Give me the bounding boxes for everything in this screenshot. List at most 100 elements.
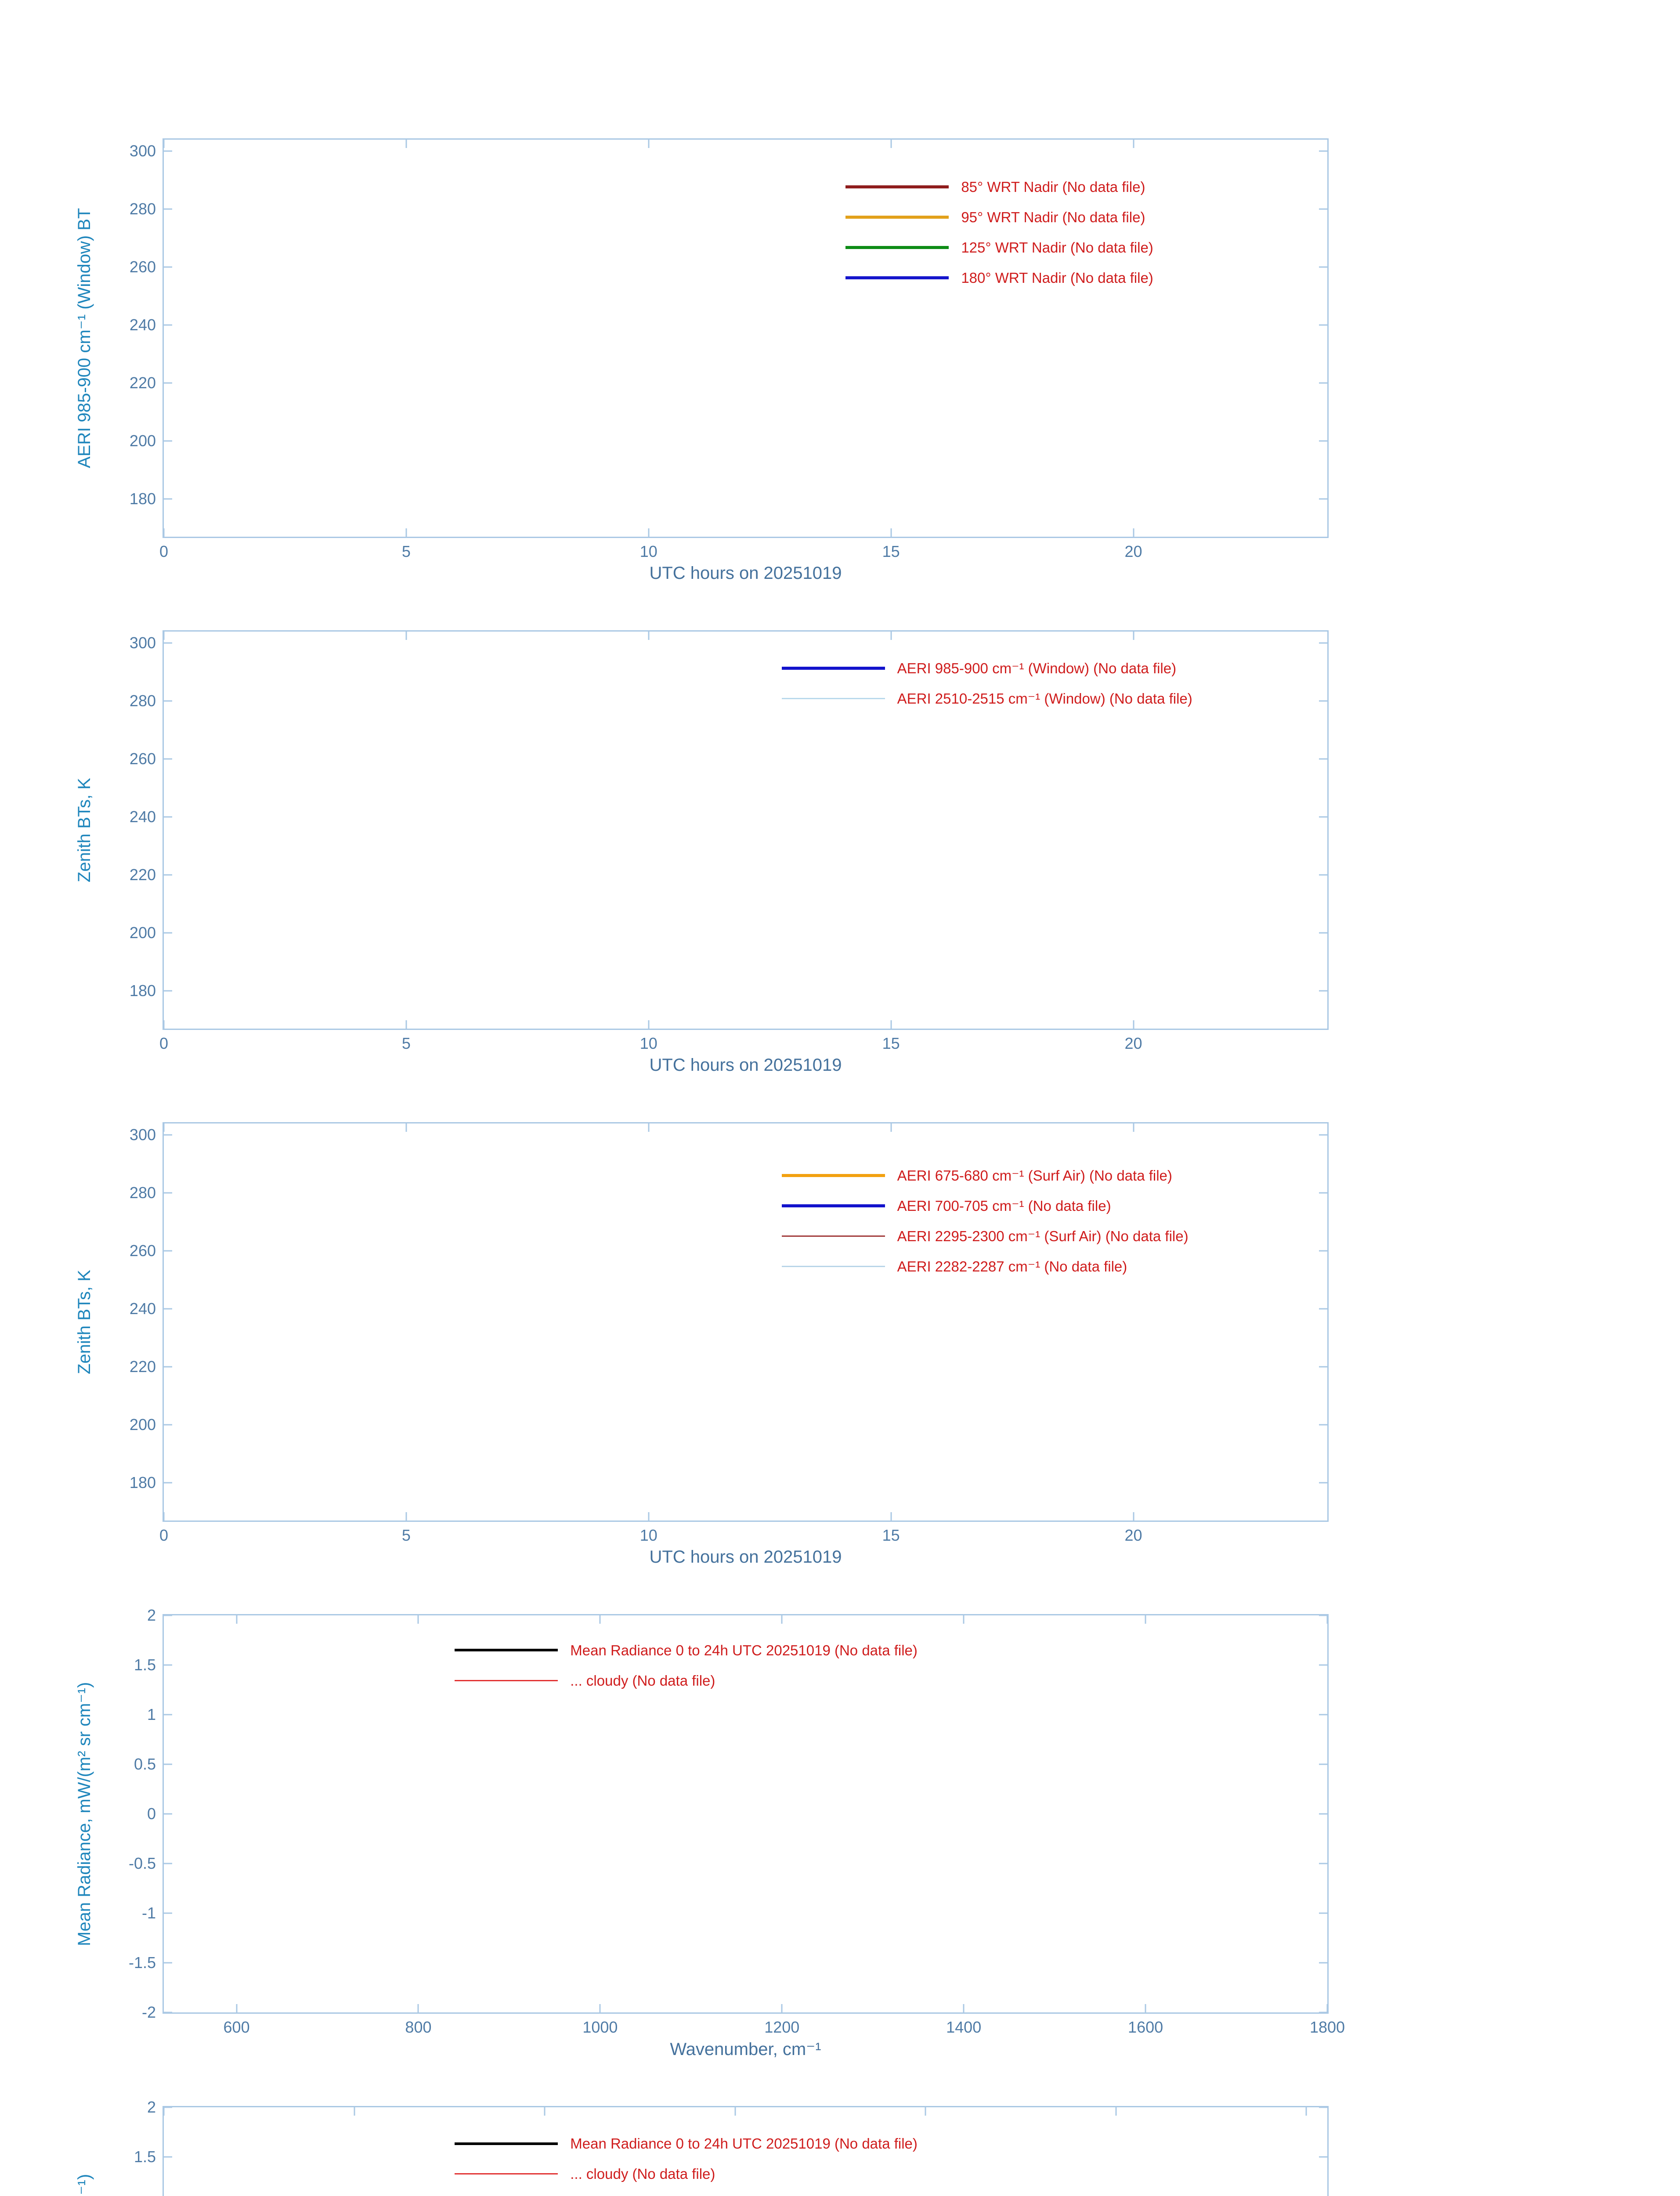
legend-entry: 125° WRT Nadir (No data file) — [845, 232, 1153, 263]
x-tick-label: 1800 — [1309, 2018, 1345, 2036]
y-tick-mark — [163, 1308, 172, 1310]
x-tick-mark — [417, 1615, 419, 1624]
x-tick-label: 20 — [1124, 1526, 1142, 1544]
legend-line-sample — [455, 1680, 558, 1681]
x-tick-mark — [163, 2107, 165, 2116]
x-tick-mark — [1133, 139, 1134, 148]
y-tick-mark — [1319, 1763, 1328, 1765]
plot-area: 180 200 220 240 260 280 300 0 5 10 15 20 AERI 675-68… — [130, 1122, 1329, 1543]
legend-entry-label: AERI 675-680 cm⁻¹ (Surf Air) (No data fi… — [897, 1167, 1172, 1184]
legend-entry-label: 85° WRT Nadir (No data file) — [961, 178, 1145, 195]
x-tick-mark — [648, 139, 650, 148]
x-tick-mark — [163, 1123, 165, 1132]
legend: 85° WRT Nadir (No data file) 95° WRT Nadi… — [845, 172, 1153, 293]
x-tick-label: 10 — [639, 542, 658, 560]
x-tick-label: 0 — [159, 1034, 169, 1052]
x-tick-mark — [1133, 1020, 1134, 1029]
y-tick-mark — [1319, 498, 1328, 500]
y-tick-label: 1.5 — [134, 2148, 156, 2166]
y-tick-mark — [1319, 642, 1328, 644]
x-axis-label: UTC hours on 20251019 — [649, 1055, 842, 1075]
legend-entry: 85° WRT Nadir (No data file) — [845, 172, 1153, 202]
x-tick-mark — [648, 528, 650, 537]
legend-entry-label: AERI 2510-2515 cm⁻¹ (Window) (No data fi… — [897, 690, 1192, 707]
y-tick-label: 0 — [147, 1805, 156, 1823]
y-tick-mark — [1319, 2106, 1328, 2108]
y-tick-mark — [163, 1192, 172, 1194]
y-tick-label: 260 — [129, 258, 156, 276]
x-tick-mark — [599, 2004, 601, 2013]
x-tick-mark — [890, 1020, 892, 1029]
legend-line-sample — [781, 698, 885, 700]
legend-line-sample — [845, 276, 949, 279]
legend-line-sample — [455, 2173, 558, 2175]
x-tick-mark — [163, 1020, 165, 1029]
x-tick-mark — [648, 631, 650, 640]
chart-panel-1: AERI 985-900 cm⁻¹ (Window) BT 180 200 220 2… — [0, 127, 1680, 619]
x-tick-mark — [1326, 2004, 1328, 2013]
chart-panel-3: Zenith BTs, K 180 200 220 240 260 280 300 0 5 10 1… — [0, 1111, 1680, 1603]
legend-line-sample — [845, 215, 949, 219]
x-tick-label: 10 — [639, 1526, 658, 1544]
y-tick-mark — [1319, 1424, 1328, 1426]
x-tick-mark — [734, 2107, 736, 2116]
legend-line-sample — [781, 1235, 885, 1237]
legend-entry: Mean Radiance 0 to 24h UTC 20251019 (No … — [455, 1635, 918, 1665]
x-tick-mark — [163, 139, 165, 148]
y-tick-label: -2 — [141, 2003, 156, 2021]
y-axis-label: Mean Radiance, mW/(m² sr cm⁻¹) — [75, 1682, 94, 1946]
y-tick-label: -0.5 — [128, 1854, 156, 1872]
x-tick-mark — [648, 1123, 650, 1132]
x-tick-mark — [1305, 2107, 1307, 2116]
y-tick-label: 240 — [129, 808, 156, 826]
y-tick-mark — [1319, 1308, 1328, 1310]
chart-panel-2: Zenith BTs, K 180 200 220 240 260 280 300 0 5 10 1… — [0, 619, 1680, 1111]
x-tick-mark — [405, 1512, 407, 1521]
x-tick-label: 5 — [401, 542, 411, 560]
x-tick-label: 1400 — [946, 2018, 982, 2036]
x-tick-label: 15 — [882, 1034, 900, 1052]
y-tick-mark — [163, 440, 172, 442]
y-tick-label: 2 — [147, 1606, 156, 1624]
y-tick-mark — [1319, 1134, 1328, 1136]
x-tick-mark — [890, 139, 892, 148]
y-tick-mark — [163, 642, 172, 644]
x-tick-mark — [1133, 1123, 1134, 1132]
legend-line-sample — [781, 1265, 885, 1267]
x-tick-mark — [354, 2107, 355, 2116]
y-tick-mark — [163, 1863, 172, 1864]
y-tick-mark — [163, 1424, 172, 1426]
y-tick-mark — [1319, 324, 1328, 326]
x-tick-label: 5 — [401, 1526, 411, 1544]
x-tick-mark — [236, 2004, 238, 2013]
x-tick-mark — [236, 1615, 238, 1624]
x-tick-mark — [963, 2004, 965, 2013]
x-tick-mark — [890, 1512, 892, 1521]
y-tick-mark — [163, 1813, 172, 1815]
x-tick-mark — [1115, 2107, 1117, 2116]
chart-panel-4: Mean Radiance, mW/(m² sr cm⁻¹) -2 -1.5 -1-… — [0, 1603, 1680, 2095]
y-axis-label: AERI 985-900 cm⁻¹ (Window) BT — [75, 208, 94, 469]
y-tick-mark — [1319, 1482, 1328, 1484]
y-tick-mark — [163, 1250, 172, 1252]
y-tick-label: 240 — [129, 316, 156, 334]
legend-line-sample — [455, 1649, 558, 1652]
y-tick-label: 200 — [129, 924, 156, 942]
x-tick-label: 10 — [639, 1034, 658, 1052]
y-tick-mark — [1319, 2012, 1328, 2013]
y-tick-mark — [163, 150, 172, 152]
y-tick-mark — [163, 2012, 172, 2013]
y-tick-label: 220 — [129, 1358, 156, 1376]
x-tick-label: 600 — [223, 2018, 250, 2036]
legend-entry: ... cloudy (No data file) — [455, 2159, 918, 2189]
y-tick-label: 260 — [129, 1242, 156, 1260]
x-tick-label: 1600 — [1128, 2018, 1163, 2036]
y-axis-label: Mean Radiance, mW/(m² sr cm⁻¹) — [70, 2106, 98, 2196]
y-tick-label: 1.5 — [134, 1656, 156, 1674]
x-tick-mark — [781, 2004, 783, 2013]
y-tick-mark — [1319, 440, 1328, 442]
legend-entry: 180° WRT Nadir (No data file) — [845, 263, 1153, 293]
plot-area: -2 -1.5 -1 -0.5 0 0.5 1 1.5 2 600 800 1000 1200 1400 1… — [129, 1607, 1345, 2035]
y-tick-mark — [163, 1763, 172, 1765]
y-tick-label: 220 — [129, 866, 156, 884]
